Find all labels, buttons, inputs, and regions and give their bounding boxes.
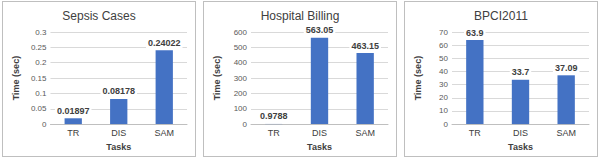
svg-text:Hospital Billing: Hospital Billing	[261, 9, 340, 23]
svg-text:0: 0	[243, 120, 248, 129]
svg-text:300: 300	[234, 74, 248, 83]
svg-text:Tasks: Tasks	[307, 142, 332, 152]
svg-text:TR: TR	[67, 128, 79, 138]
svg-text:0.9788: 0.9788	[260, 111, 288, 121]
svg-text:563.05: 563.05	[306, 25, 334, 35]
svg-text:0.05: 0.05	[31, 104, 47, 113]
svg-text:0: 0	[444, 120, 449, 129]
svg-text:Tasks: Tasks	[106, 142, 131, 152]
svg-text:0.01897: 0.01897	[57, 106, 90, 116]
svg-text:0.25: 0.25	[31, 43, 47, 52]
svg-text:SAM: SAM	[154, 128, 174, 138]
svg-text:37.09: 37.09	[555, 63, 578, 73]
svg-text:0.1: 0.1	[35, 89, 47, 98]
svg-text:40: 40	[439, 67, 448, 76]
svg-text:500: 500	[234, 43, 248, 52]
svg-text:SAM: SAM	[556, 128, 576, 138]
svg-text:SAM: SAM	[355, 128, 375, 138]
svg-text:DIS: DIS	[312, 128, 327, 138]
svg-text:463.15: 463.15	[351, 41, 379, 51]
svg-text:60: 60	[439, 41, 448, 50]
svg-text:BPCI2011: BPCI2011	[474, 9, 528, 23]
svg-text:100: 100	[234, 104, 248, 113]
svg-text:600: 600	[234, 28, 248, 37]
svg-text:TR: TR	[469, 128, 481, 138]
svg-text:Time (sec): Time (sec)	[212, 56, 222, 100]
svg-text:63.9: 63.9	[466, 28, 484, 38]
svg-text:DIS: DIS	[111, 128, 126, 138]
svg-text:DIS: DIS	[513, 128, 528, 138]
svg-text:20: 20	[439, 93, 448, 102]
svg-text:Time (sec): Time (sec)	[11, 56, 21, 100]
svg-text:0.08178: 0.08178	[102, 86, 135, 96]
svg-text:Tasks: Tasks	[508, 142, 533, 152]
svg-text:33.7: 33.7	[512, 67, 530, 77]
svg-text:200: 200	[234, 89, 248, 98]
svg-text:0.3: 0.3	[35, 28, 47, 37]
svg-text:0: 0	[42, 120, 47, 129]
svg-text:0.24022: 0.24022	[148, 38, 181, 48]
svg-text:70: 70	[439, 28, 448, 37]
svg-text:TR: TR	[268, 128, 280, 138]
svg-text:50: 50	[439, 54, 448, 63]
svg-text:0.2: 0.2	[35, 58, 47, 67]
svg-text:30: 30	[439, 80, 448, 89]
svg-text:Sepsis Cases: Sepsis Cases	[62, 9, 135, 23]
svg-text:400: 400	[234, 58, 248, 67]
svg-text:10: 10	[439, 106, 448, 115]
svg-text:0.15: 0.15	[31, 74, 47, 83]
svg-text:Time (sec): Time (sec)	[413, 56, 423, 100]
